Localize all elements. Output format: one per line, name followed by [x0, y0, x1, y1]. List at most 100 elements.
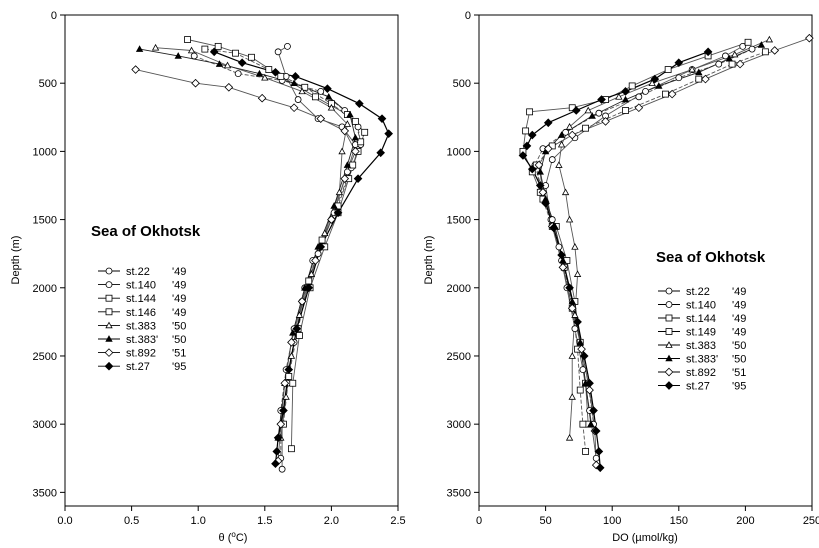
do-data-point: [576, 386, 584, 394]
do-data-point: [568, 297, 576, 305]
do-y-tick-label: 1500: [447, 215, 471, 227]
do-data-point: [562, 128, 569, 136]
theta-data-point: [257, 93, 267, 103]
do-data-point: [770, 46, 780, 55]
theta-legend-year: '95: [172, 361, 186, 373]
theta-legend-label: st.146: [126, 307, 156, 319]
theta-data-point: [338, 147, 346, 155]
do-data-point: [536, 168, 544, 175]
theta-y-tick-label: 1500: [33, 215, 57, 227]
do-data-point: [715, 60, 723, 68]
theta-legend-label: st.383': [126, 334, 158, 346]
do-x-tick-label: 100: [603, 515, 621, 527]
theta-x-tick-label: 2.0: [324, 515, 339, 527]
do-plot-frame: [478, 14, 813, 507]
theta-data-point: [289, 379, 297, 387]
do-x-tick-label: 150: [670, 515, 688, 527]
theta-data-point: [357, 138, 365, 146]
theta-data-point: [340, 174, 350, 183]
do-data-point: [635, 93, 643, 101]
do-legend-marker: [665, 328, 673, 335]
theta-data-point: [327, 103, 336, 111]
theta-data-point: [285, 373, 293, 380]
theta-data-point: [223, 61, 232, 69]
theta-data-point: [305, 277, 313, 285]
theta-data-point: [355, 99, 364, 108]
do-y-tick-label: 3000: [447, 419, 471, 431]
theta-legend: st.22 '49 st.140 '49 st.144 '49 st.146 '49 st.38…: [98, 266, 186, 373]
theta-data-point: [271, 459, 280, 469]
do-data-point: [522, 141, 532, 151]
theta-y-tick-label: 0: [51, 10, 57, 22]
theta-data-point: [284, 42, 291, 50]
theta-y-tick-label: 500: [39, 78, 57, 90]
theta-data-point: [284, 365, 294, 374]
theta-data-point: [304, 283, 314, 293]
do-legend-year: '49: [732, 313, 746, 325]
theta-data-point: [316, 242, 326, 252]
theta-data-point: [237, 58, 247, 68]
do-data-point: [555, 161, 563, 168]
theta-data-point: [343, 168, 351, 176]
do-data-point: [548, 216, 556, 223]
do-data-point: [565, 215, 574, 223]
do-data-point: [595, 109, 603, 117]
do-x-axis-label: DO (µmol/kg): [612, 532, 678, 544]
theta-series-lines: [135, 39, 390, 470]
theta-series-line-st27: [213, 51, 390, 464]
theta-legend-marker: [104, 348, 114, 357]
theta-series-markers: [131, 36, 393, 473]
do-legend-year: '50: [732, 354, 746, 366]
do-data-point: [761, 48, 769, 56]
theta-series-line-st383: [155, 47, 348, 438]
theta-data-point: [323, 84, 332, 93]
do-data-point: [579, 351, 589, 361]
do-legend-label: st.149: [686, 327, 716, 339]
theta-legend-label: st.22: [126, 266, 150, 278]
do-y-tick-label: 2000: [447, 283, 471, 295]
theta-y-tick-label: 2000: [33, 283, 57, 295]
theta-data-point: [201, 45, 209, 53]
do-data-point: [589, 406, 598, 415]
theta-x-tick-label: 0.5: [124, 515, 139, 527]
do-legend-year: '95: [732, 381, 746, 393]
theta-legend-year: '51: [172, 348, 186, 360]
do-legend-marker: [665, 354, 673, 362]
do-y-axis-ticks: 0 500 1000 1500 2000 2500 3000 3500: [447, 10, 479, 499]
theta-x-tick-label: 1.0: [191, 515, 206, 527]
do-legend-marker: [665, 341, 673, 348]
do-legend-label: st.144: [686, 313, 716, 325]
theta-series-line-st892: [135, 69, 356, 462]
theta-legend-label: st.27: [126, 361, 150, 373]
theta-data-point: [151, 43, 160, 51]
theta-data-point: [214, 42, 222, 50]
theta-data-point: [325, 93, 333, 100]
theta-y-axis-ticks: 0 500 1000 1500 2000 2500 3000 3500: [33, 10, 65, 499]
do-data-point: [571, 311, 579, 318]
theta-legend-year: '50: [172, 334, 186, 346]
do-data-point: [634, 103, 644, 113]
do-data-point: [664, 66, 672, 73]
do-data-point: [582, 124, 589, 132]
theta-data-point: [234, 70, 242, 78]
theta-data-point: [312, 93, 319, 101]
do-series-line-st383: [539, 44, 762, 425]
do-data-point: [571, 243, 579, 250]
do-legend-year: '49: [732, 327, 746, 339]
do-y-axis-label: Depth (m): [423, 236, 435, 285]
theta-chart-title: Sea of Okhotsk: [91, 223, 201, 240]
theta-x-axis-ticks: 0.0 0.5 1.0 1.5 2.0 2.5: [57, 506, 406, 527]
theta-data-point: [290, 79, 298, 86]
do-data-point: [621, 87, 630, 96]
theta-series-line-st146: [204, 48, 362, 425]
theta-data-point: [349, 161, 357, 169]
theta-data-point: [343, 120, 352, 127]
theta-legend-year: '50: [172, 320, 186, 332]
do-data-point: [757, 41, 766, 48]
do-data-point: [565, 123, 574, 130]
theta-data-point: [361, 128, 369, 136]
theta-data-point: [187, 46, 196, 54]
theta-data-point: [273, 433, 283, 443]
do-legend-marker: [665, 287, 673, 295]
